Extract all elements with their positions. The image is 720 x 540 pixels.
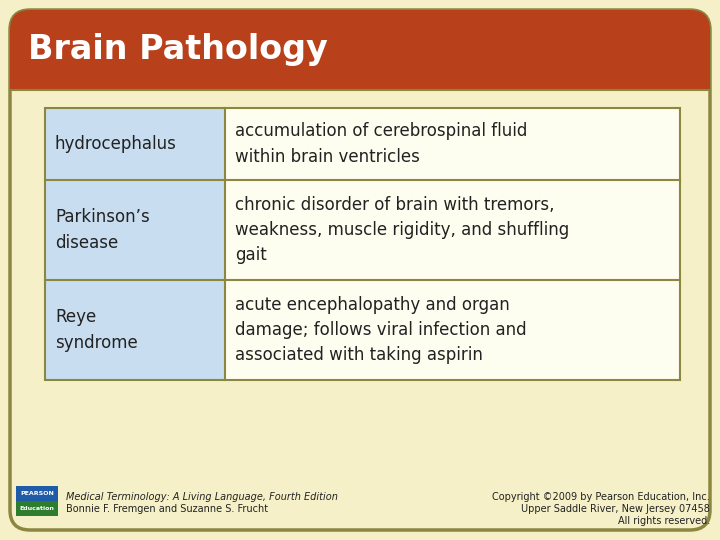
- Text: Education: Education: [19, 506, 55, 511]
- Text: Medical Terminology: A Living Language, Fourth Edition: Medical Terminology: A Living Language, …: [66, 492, 338, 502]
- FancyBboxPatch shape: [10, 10, 710, 90]
- Text: chronic disorder of brain with tremors,
weakness, muscle rigidity, and shuffling: chronic disorder of brain with tremors, …: [235, 196, 570, 264]
- Bar: [45, 108, 680, 380]
- Bar: [225, 180, 680, 280]
- Bar: [16, 501, 58, 516]
- Text: Brain Pathology: Brain Pathology: [28, 33, 328, 66]
- Text: PEARSON: PEARSON: [20, 491, 54, 496]
- Bar: [45, 108, 225, 180]
- Text: Copyright ©2009 by Pearson Education, Inc.: Copyright ©2009 by Pearson Education, In…: [492, 492, 710, 502]
- Text: Reye
syndrome: Reye syndrome: [55, 308, 138, 352]
- Bar: [225, 280, 680, 380]
- Bar: [16, 486, 58, 501]
- Text: hydrocephalus: hydrocephalus: [55, 135, 177, 153]
- Text: Bonnie F. Fremgen and Suzanne S. Frucht: Bonnie F. Fremgen and Suzanne S. Frucht: [66, 504, 268, 514]
- Bar: [45, 180, 225, 280]
- Text: Parkinson’s
disease: Parkinson’s disease: [55, 208, 150, 252]
- Bar: [225, 108, 680, 180]
- FancyBboxPatch shape: [10, 10, 710, 530]
- Text: accumulation of cerebrospinal fluid
within brain ventricles: accumulation of cerebrospinal fluid with…: [235, 123, 527, 165]
- Text: All rights reserved.: All rights reserved.: [618, 516, 710, 526]
- Text: acute encephalopathy and organ
damage; follows viral infection and
associated wi: acute encephalopathy and organ damage; f…: [235, 296, 526, 364]
- Bar: [45, 280, 225, 380]
- Bar: [10, 68, 710, 90]
- Text: Upper Saddle River, New Jersey 07458: Upper Saddle River, New Jersey 07458: [521, 504, 710, 514]
